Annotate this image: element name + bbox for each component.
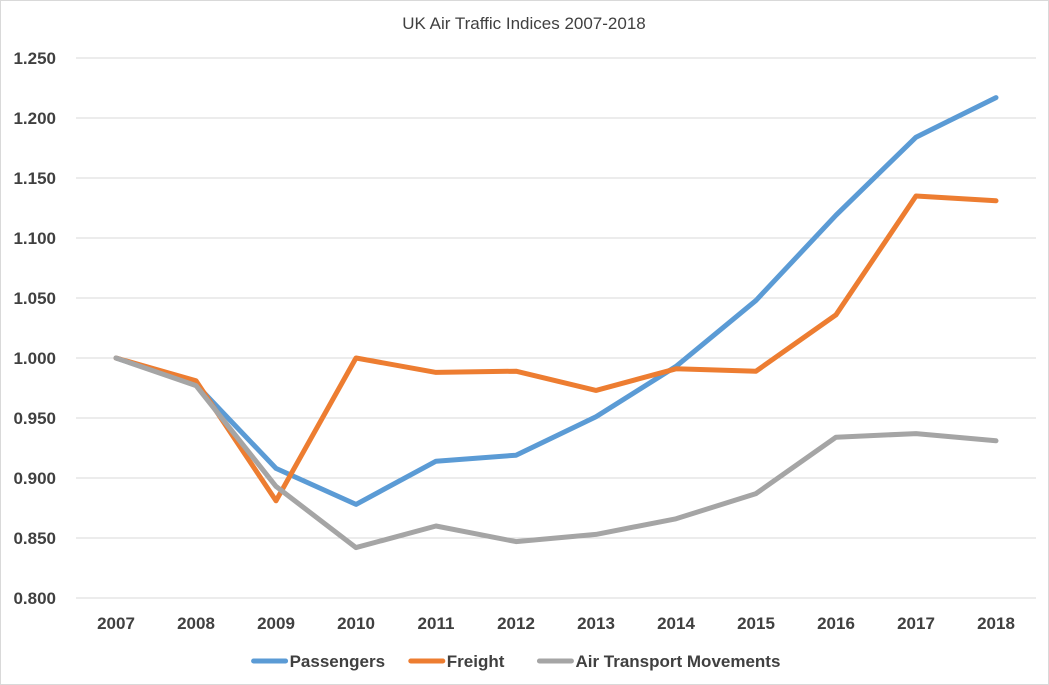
y-tick-label: 1.050: [13, 289, 56, 308]
x-tick-label: 2014: [657, 614, 695, 633]
series-line-air-transport-movements: [113, 355, 999, 551]
y-tick-label: 1.100: [13, 229, 56, 248]
x-tick-label: 2007: [97, 614, 135, 633]
series-line-passengers: [113, 95, 999, 507]
x-tick-label: 2009: [257, 614, 295, 633]
x-tick-label: 2016: [817, 614, 855, 633]
y-tick-label: 0.950: [13, 409, 56, 428]
x-tick-label: 2010: [337, 614, 375, 633]
y-tick-label: 0.900: [13, 469, 56, 488]
y-tick-label: 1.250: [13, 49, 56, 68]
x-tick-label: 2008: [177, 614, 215, 633]
x-tick-label: 2012: [497, 614, 535, 633]
y-tick-label: 1.200: [13, 109, 56, 128]
x-tick-label: 2017: [897, 614, 935, 633]
legend: Passengers Freight Air Transport Movements: [251, 652, 780, 671]
x-axis: 2007 2008 2009 2010 2011 2012 2013 2014 2015 2016…: [97, 614, 1015, 633]
x-tick-label: 2015: [737, 614, 775, 633]
legend-label-air-transport-movements: Air Transport Movements: [575, 652, 780, 671]
series-line-freight: [113, 193, 999, 504]
x-tick-label: 2018: [977, 614, 1015, 633]
legend-label-passengers: Passengers: [290, 652, 385, 671]
series-layer: [113, 95, 999, 551]
y-tick-label: 0.800: [13, 589, 56, 608]
legend-label-freight: Freight: [447, 652, 505, 671]
y-axis: 0.800 0.850 0.900 0.950 1.000 1.050 1.100 1.150…: [13, 49, 56, 608]
x-tick-label: 2013: [577, 614, 615, 633]
y-tick-label: 1.150: [13, 169, 56, 188]
grid-layer: [76, 57, 1036, 599]
y-tick-label: 0.850: [13, 529, 56, 548]
y-tick-label: 1.000: [13, 349, 56, 368]
x-tick-label: 2011: [418, 614, 455, 633]
chart-title: UK Air Traffic Indices 2007-2018: [402, 14, 646, 33]
